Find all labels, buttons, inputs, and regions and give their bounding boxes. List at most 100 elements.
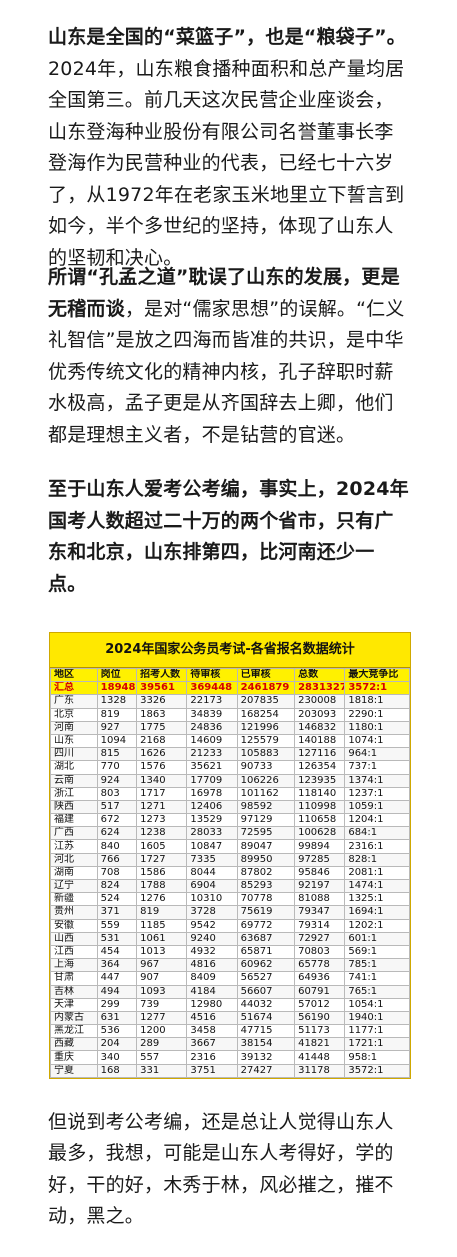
table-cell: 39132 xyxy=(236,1050,296,1065)
table-row: 北京 819 1863 34839 168254 203093 2290:1 xyxy=(50,707,410,722)
table-cell: 天津 xyxy=(50,997,98,1012)
table-cell: 123935 xyxy=(294,773,346,788)
table-cell: 汇总 xyxy=(50,681,98,696)
table-cell: 12406 xyxy=(186,799,238,815)
table-cell: 1576 xyxy=(136,760,188,775)
table-cell: 3326 xyxy=(136,694,188,709)
table-row: 四川 815 1626 21233 105883 127116 964:1 xyxy=(50,747,410,762)
table-cell: 601:1 xyxy=(344,931,410,946)
table-header-row: 地区 岗位 招考人数 待审核 已审核 总数 最大竞争比 xyxy=(50,667,410,683)
table-cell: 1586 xyxy=(136,865,188,881)
table-cell: 168254 xyxy=(236,707,296,722)
table-header-cell: 已审核 xyxy=(236,667,296,683)
table-cell: 2316:1 xyxy=(344,839,410,854)
table-row: 山西 531 1061 9240 63687 72927 601:1 xyxy=(50,931,410,946)
table-cell: 536 xyxy=(96,1024,138,1039)
table-cell: 10310 xyxy=(186,892,238,907)
table-cell: 624 xyxy=(96,826,138,841)
table-cell: 299 xyxy=(96,997,138,1012)
table-cell: 631 xyxy=(96,1010,138,1026)
table-header-cell: 总数 xyxy=(294,667,346,683)
table-row: 辽宁 824 1788 6904 85293 92197 1474:1 xyxy=(50,878,410,894)
table-cell: 1238 xyxy=(136,826,188,841)
table-cell: 964:1 xyxy=(344,747,410,762)
table-cell: 739 xyxy=(136,997,188,1012)
table-cell: 1328 xyxy=(96,694,138,709)
table-cell: 21233 xyxy=(186,747,238,762)
table-cell: 3572:1 xyxy=(344,681,410,696)
table-cell: 1054:1 xyxy=(344,997,410,1012)
table-cell: 672 xyxy=(96,813,138,828)
table-cell: 65778 xyxy=(294,958,346,973)
table-cell: 1074:1 xyxy=(344,733,410,749)
table-cell: 927 xyxy=(96,720,138,735)
table-row: 陕西 517 1271 12406 98592 110998 1059:1 xyxy=(50,799,410,815)
table-cell: 99894 xyxy=(294,839,346,854)
table-cell: 9240 xyxy=(186,931,238,946)
table-row: 安徽 559 1185 9542 69772 79314 1202:1 xyxy=(50,918,410,933)
table-cell: 127116 xyxy=(294,747,346,762)
table-cell: 1237:1 xyxy=(344,786,410,801)
table-cell: 湖南 xyxy=(50,865,98,881)
table-cell: 1276 xyxy=(136,892,188,907)
paragraph-3: 至于山东人爱考公考编，事实上，2024年国考人数超过二十万的两个省市，只有广东和… xyxy=(48,474,409,600)
table-cell: 34839 xyxy=(186,707,238,722)
table-cell: 1605 xyxy=(136,839,188,854)
table-cell: 289 xyxy=(136,1037,188,1052)
table-cell: 黑龙江 xyxy=(50,1024,98,1039)
table-cell: 90733 xyxy=(236,760,296,775)
table-cell: 2461879 xyxy=(236,681,296,696)
table-cell: 辽宁 xyxy=(50,878,98,894)
paragraph-1: 山东是全国的“菜篮子”，也是“粮袋子”。 2024年，山东粮食播种面积和总产量均居… xyxy=(48,22,409,269)
table-cell: 22173 xyxy=(186,694,238,709)
table-row: 贵州 371 819 3728 75619 79347 1694:1 xyxy=(50,905,410,920)
table-row: 山东 1094 2168 14609 125579 140188 1074:1 xyxy=(50,733,410,749)
table-cell: 河北 xyxy=(50,852,98,867)
table-cell: 1863 xyxy=(136,707,188,722)
table-header-cell: 最大竞争比 xyxy=(344,667,410,683)
table-cell: 741:1 xyxy=(344,971,410,986)
table-cell: 770 xyxy=(96,760,138,775)
table-cell: 4184 xyxy=(186,984,238,999)
table-cell: 上海 xyxy=(50,958,98,973)
exam-stats-table-image[interactable]: 2024年国家公务员考试-各省报名数据统计 地区 岗位 招考人数 待审核 已审核 总数 最大… xyxy=(49,632,411,1079)
table-cell: 四川 xyxy=(50,747,98,762)
table-header-cell: 招考人数 xyxy=(136,667,188,683)
table-cell: 125579 xyxy=(236,733,296,749)
table-cell: 230008 xyxy=(294,694,346,709)
table-cell: 204 xyxy=(96,1037,138,1052)
table-row: 内蒙古 631 1277 4516 51674 56190 1940:1 xyxy=(50,1010,410,1026)
table-cell: 95846 xyxy=(294,865,346,881)
table-title: 2024年国家公务员考试-各省报名数据统计 xyxy=(50,633,410,668)
table-cell: 1818:1 xyxy=(344,694,410,709)
table-cell: 803 xyxy=(96,786,138,801)
table-cell: 西藏 xyxy=(50,1037,98,1052)
table-cell: 1325:1 xyxy=(344,892,410,907)
table-cell: 7335 xyxy=(186,852,238,867)
table-cell: 146832 xyxy=(294,720,346,735)
table-cell: 1273 xyxy=(136,813,188,828)
table-cell: 369448 xyxy=(186,681,238,696)
table-cell: 湖北 xyxy=(50,760,98,775)
table-cell: 494 xyxy=(96,984,138,999)
table-cell: 56190 xyxy=(294,1010,346,1026)
table-cell: 63687 xyxy=(236,931,296,946)
table-cell: 56607 xyxy=(236,984,296,999)
table-cell: 79314 xyxy=(294,918,346,933)
table-cell: 64936 xyxy=(294,971,346,986)
table-cell: 89047 xyxy=(236,839,296,854)
table-cell: 31178 xyxy=(294,1063,346,1078)
table-cell: 贵州 xyxy=(50,905,98,920)
table-cell: 819 xyxy=(136,905,188,920)
table-cell: 1204:1 xyxy=(344,813,410,828)
table-cell: 684:1 xyxy=(344,826,410,841)
table-cell: 4516 xyxy=(186,1010,238,1026)
table-row: 广东 1328 3326 22173 207835 230008 1818:1 xyxy=(50,694,410,709)
table-cell: 2081:1 xyxy=(344,865,410,881)
table-cell: 1013 xyxy=(136,944,188,960)
table-cell: 39561 xyxy=(136,681,188,696)
table-cell: 126354 xyxy=(294,760,346,775)
table-cell: 60962 xyxy=(236,958,296,973)
table-row: 上海 364 967 4816 60962 65778 785:1 xyxy=(50,958,410,973)
table-cell: 85293 xyxy=(236,878,296,894)
